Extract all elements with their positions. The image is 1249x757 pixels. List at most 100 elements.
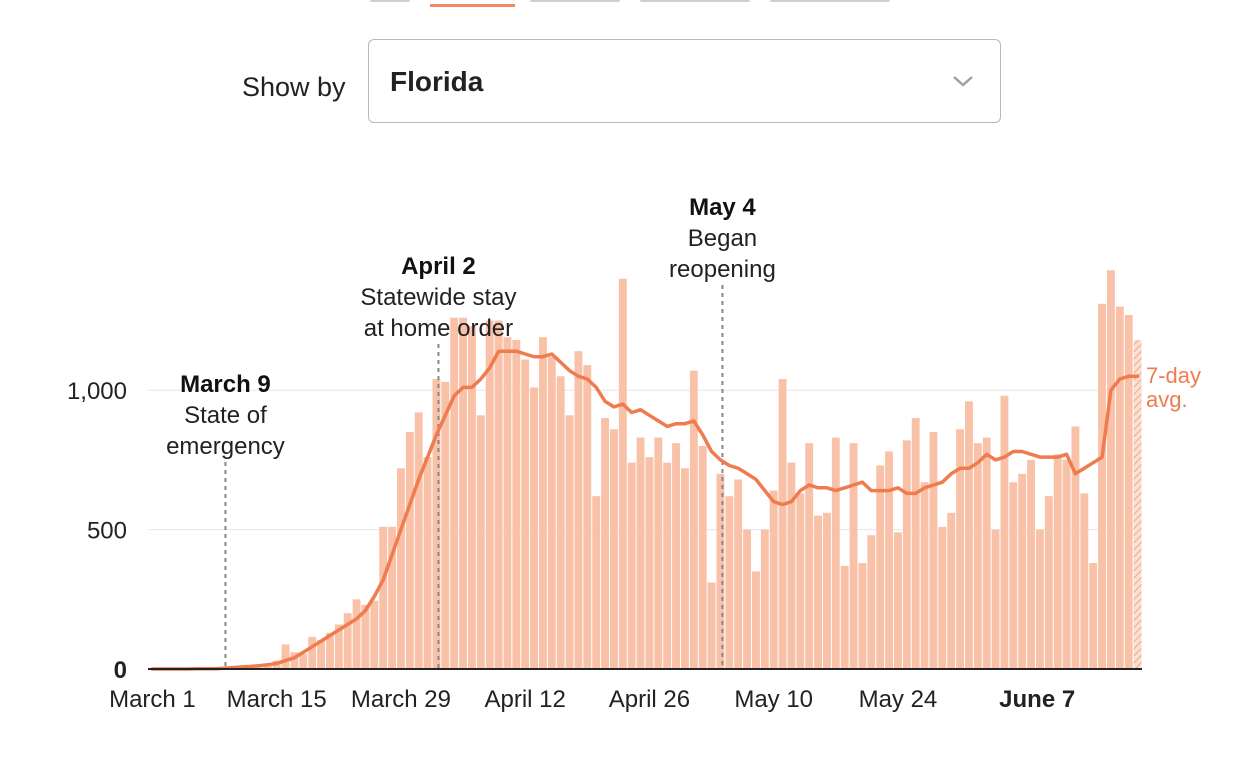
bar xyxy=(468,326,476,669)
chevron-down-icon xyxy=(953,76,973,87)
bar xyxy=(388,526,396,669)
bar xyxy=(698,445,707,669)
bar xyxy=(814,515,822,669)
bar xyxy=(1124,314,1133,669)
bar xyxy=(831,437,840,669)
bar xyxy=(681,468,689,669)
x-tick-label: April 26 xyxy=(609,686,690,713)
bar xyxy=(920,482,929,669)
bar xyxy=(752,571,760,669)
bar xyxy=(725,496,734,669)
x-tick-label: April 12 xyxy=(485,686,566,713)
bar xyxy=(317,639,325,669)
line-label: 7-day xyxy=(1146,363,1201,388)
x-tick-label: May 10 xyxy=(734,686,813,713)
bar xyxy=(840,565,849,669)
bar xyxy=(601,418,609,669)
bar xyxy=(929,432,938,669)
top-tabs-partial xyxy=(370,0,930,10)
bar xyxy=(911,418,920,669)
y-tick-label: 0 xyxy=(114,657,127,684)
bar xyxy=(663,462,672,669)
bar xyxy=(885,451,893,669)
x-tick-label: June 7 xyxy=(999,686,1075,713)
bar xyxy=(654,437,663,669)
bar xyxy=(326,632,334,669)
bar xyxy=(290,652,299,669)
bar xyxy=(485,320,494,669)
bar xyxy=(503,337,512,669)
bar xyxy=(938,526,947,669)
bar-partial-day xyxy=(1133,340,1142,669)
bar xyxy=(1089,563,1098,669)
bar xyxy=(414,412,423,669)
x-tick-label: March 29 xyxy=(351,686,451,713)
show-by-label: Show by xyxy=(242,72,346,102)
bar xyxy=(1107,270,1115,669)
bar xyxy=(476,415,485,669)
bar xyxy=(734,479,743,669)
bar xyxy=(370,600,379,669)
bar xyxy=(867,535,876,669)
y-tick-label: 1,000 xyxy=(67,378,127,405)
bar xyxy=(1027,459,1035,669)
bar xyxy=(805,443,814,669)
bar xyxy=(397,468,405,669)
bar xyxy=(894,532,902,669)
bar xyxy=(1009,482,1018,669)
annotation-date: May 4 xyxy=(689,194,756,221)
bar xyxy=(1044,496,1053,669)
bar xyxy=(965,401,973,669)
bar xyxy=(343,613,352,669)
bar xyxy=(947,512,956,669)
bar xyxy=(441,381,450,669)
bar xyxy=(1071,426,1080,669)
bar xyxy=(459,317,467,669)
bar xyxy=(1053,454,1062,669)
bar xyxy=(849,443,858,669)
active-tab-underline xyxy=(430,4,515,7)
bar xyxy=(361,604,370,669)
bar xyxy=(539,337,547,669)
bar xyxy=(618,278,627,669)
bar xyxy=(1018,473,1027,669)
bar xyxy=(707,582,716,669)
bar xyxy=(583,365,592,669)
bar xyxy=(334,624,343,669)
bar xyxy=(352,599,361,669)
bar xyxy=(423,457,432,669)
x-tick-label: March 15 xyxy=(227,686,327,713)
bar xyxy=(432,379,441,669)
bar xyxy=(263,666,272,669)
bar xyxy=(902,440,911,669)
bar xyxy=(450,317,459,669)
annotation-text: Began xyxy=(688,225,757,252)
bar xyxy=(796,493,805,669)
bar xyxy=(1036,529,1044,669)
bar xyxy=(281,644,290,669)
bar xyxy=(760,529,769,669)
bar xyxy=(991,529,1000,669)
bar xyxy=(405,432,414,669)
bar xyxy=(379,526,388,669)
bar xyxy=(627,462,636,669)
state-select[interactable]: Florida xyxy=(368,39,1001,123)
bar xyxy=(645,457,654,669)
bar xyxy=(956,429,964,669)
bar xyxy=(876,465,885,669)
bar xyxy=(512,340,521,669)
bar xyxy=(610,429,618,669)
annotation-text: Statewide stay xyxy=(360,284,516,311)
y-tick-label: 500 xyxy=(87,518,127,545)
bar xyxy=(547,356,556,669)
bar xyxy=(530,387,538,669)
bar xyxy=(982,437,991,669)
bar xyxy=(556,376,565,669)
x-tick-label: May 24 xyxy=(859,686,938,713)
state-select-value: Florida xyxy=(390,66,484,97)
bar xyxy=(716,473,725,669)
bar xyxy=(1000,395,1009,669)
bar xyxy=(521,359,530,669)
annotation-text: emergency xyxy=(166,433,285,460)
bar xyxy=(769,490,778,669)
